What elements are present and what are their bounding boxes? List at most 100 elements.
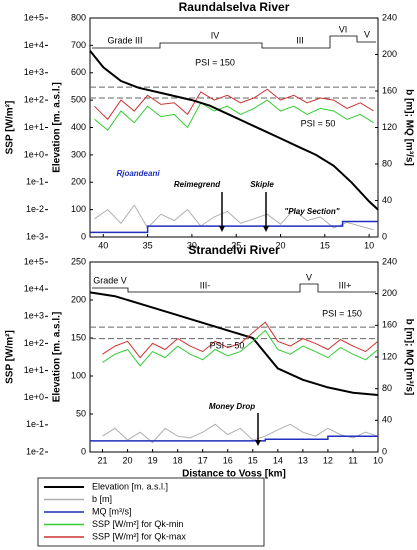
- right-tick-label: 40: [382, 415, 392, 425]
- ssp-tick-label: 1e+4: [24, 40, 44, 50]
- right-tick-label: 80: [382, 383, 392, 393]
- annotation: Skiple: [250, 180, 274, 189]
- series-line: [90, 220, 378, 234]
- ssp-tick-label: 1e+4: [24, 284, 44, 294]
- right-tick-label: 160: [382, 85, 397, 95]
- ssp-tick-label: 1e+2: [24, 338, 44, 348]
- x-tick-label: 12: [323, 455, 333, 465]
- legend-label: SSP [W/m²] for Qk-min: [92, 519, 183, 529]
- grade-label: V: [364, 29, 370, 39]
- right-tick-label: 0: [382, 231, 387, 241]
- x-tick-label: 21: [98, 455, 108, 465]
- x-tick-label: 18: [173, 455, 183, 465]
- x-tick-label: 20: [276, 240, 286, 250]
- annotation: PSI = 150: [195, 57, 235, 67]
- annotation: PSI = 150: [322, 308, 362, 318]
- series-line: [102, 423, 379, 444]
- elevation-tick-label: 800: [71, 12, 86, 22]
- ssp-tick-label: 1e+0: [24, 392, 44, 402]
- annotation: PSI = 50: [210, 340, 245, 350]
- elevation-tick-label: 200: [71, 294, 86, 304]
- right-tick-label: 200: [382, 288, 397, 298]
- grade-label: V: [306, 272, 312, 282]
- ssp-tick-label: 1e+5: [24, 12, 44, 22]
- series-line: [89, 50, 379, 211]
- legend-label: MQ [m³/s]: [92, 506, 132, 516]
- series-line: [94, 88, 374, 121]
- right-tick-label: 200: [382, 49, 397, 59]
- right-tick-label: 40: [382, 195, 392, 205]
- x-tick-label: 14: [273, 455, 283, 465]
- grade-bar: [92, 283, 376, 293]
- grade-bar: [92, 35, 376, 49]
- right-tick-label: 120: [382, 351, 397, 361]
- ssp-tick-label: 1e-1: [26, 177, 44, 187]
- elevation-tick-label: 250: [71, 256, 86, 266]
- grade-label: III-: [200, 280, 211, 290]
- series-line: [94, 99, 374, 131]
- ssp-tick-label: 1e+1: [24, 122, 44, 132]
- x-tick-label: 15: [248, 455, 258, 465]
- ssp-tick-label: 1e-3: [26, 231, 44, 241]
- series-line: [90, 435, 378, 442]
- arrow-head: [219, 226, 225, 232]
- elevation-tick-label: 0: [81, 231, 86, 241]
- annotation: "Play Section": [284, 207, 339, 216]
- elevation-tick-label: 400: [71, 122, 86, 132]
- ssp-tick-label: 1e-1: [26, 419, 44, 429]
- ssp-tick-label: 1e+5: [24, 256, 44, 266]
- grade-label: VI: [339, 24, 348, 34]
- ssp-axis-title: SSP [W/m²]: [5, 330, 16, 384]
- legend-label: SSP [W/m²] for Qk-max: [92, 531, 186, 541]
- elevation-tick-label: 600: [71, 67, 86, 77]
- right-tick-label: 240: [382, 256, 397, 266]
- grade-label: IV: [211, 30, 220, 40]
- ssp-tick-label: 1e+2: [24, 95, 44, 105]
- x-tick-label: 35: [143, 240, 153, 250]
- elevation-tick-label: 300: [71, 149, 86, 159]
- series-line: [102, 321, 379, 359]
- x-tick-label: 25: [231, 240, 241, 250]
- series-line: [94, 204, 374, 231]
- ssp-tick-label: 1e+3: [24, 67, 44, 77]
- x-tick-label: 10: [364, 240, 374, 250]
- ssp-tick-label: 1e+3: [24, 311, 44, 321]
- grade-label: Grade V: [93, 275, 127, 285]
- x-tick-label: 11: [348, 455, 357, 465]
- elevation-tick-label: 700: [71, 40, 86, 50]
- series-line: [89, 291, 379, 396]
- grade-label: III: [296, 35, 304, 45]
- right-tick-label: 240: [382, 12, 397, 22]
- annotation: PSI = 50: [301, 118, 336, 128]
- right-tick-label: 0: [382, 446, 387, 456]
- ssp-axis-title: SSP [W/m²]: [5, 101, 16, 155]
- x-tick-label: 30: [187, 240, 197, 250]
- ssp-tick-label: 1e-2: [26, 204, 44, 214]
- x-tick-label: 19: [148, 455, 158, 465]
- x-tick-label: 15: [320, 240, 330, 250]
- chart-title: Strandelvi River: [188, 243, 280, 257]
- x-tick-label: 20: [123, 455, 133, 465]
- arrow-head: [255, 440, 261, 446]
- annotation: Money Drop: [209, 402, 255, 411]
- elevation-axis-title: Elevation [m. a.s.l.]: [52, 82, 63, 173]
- right-axis-title: b [m]; MQ [m³/s]: [403, 319, 414, 396]
- elevation-axis-title: Elevation [m. a.s.l.]: [52, 312, 63, 403]
- x-axis-title: Distance to Voss [km]: [182, 469, 286, 480]
- grade-label: Grade III: [107, 35, 142, 45]
- right-tick-label: 80: [382, 158, 392, 168]
- series-line: [102, 329, 379, 367]
- elevation-tick-label: 500: [71, 95, 86, 105]
- ssp-tick-label: 1e+1: [24, 365, 44, 375]
- elevation-tick-label: 150: [71, 332, 86, 342]
- x-tick-label: 40: [98, 240, 108, 250]
- x-tick-label: 13: [298, 455, 308, 465]
- elevation-tick-label: 200: [71, 177, 86, 187]
- elevation-tick-label: 100: [71, 370, 86, 380]
- chart-title: Raundalselva River: [179, 0, 290, 14]
- elevation-tick-label: 0: [81, 446, 86, 456]
- grade-label: III+: [339, 280, 352, 290]
- right-tick-label: 160: [382, 320, 397, 330]
- legend-label: Elevation [m. a.s.l.]: [92, 481, 168, 491]
